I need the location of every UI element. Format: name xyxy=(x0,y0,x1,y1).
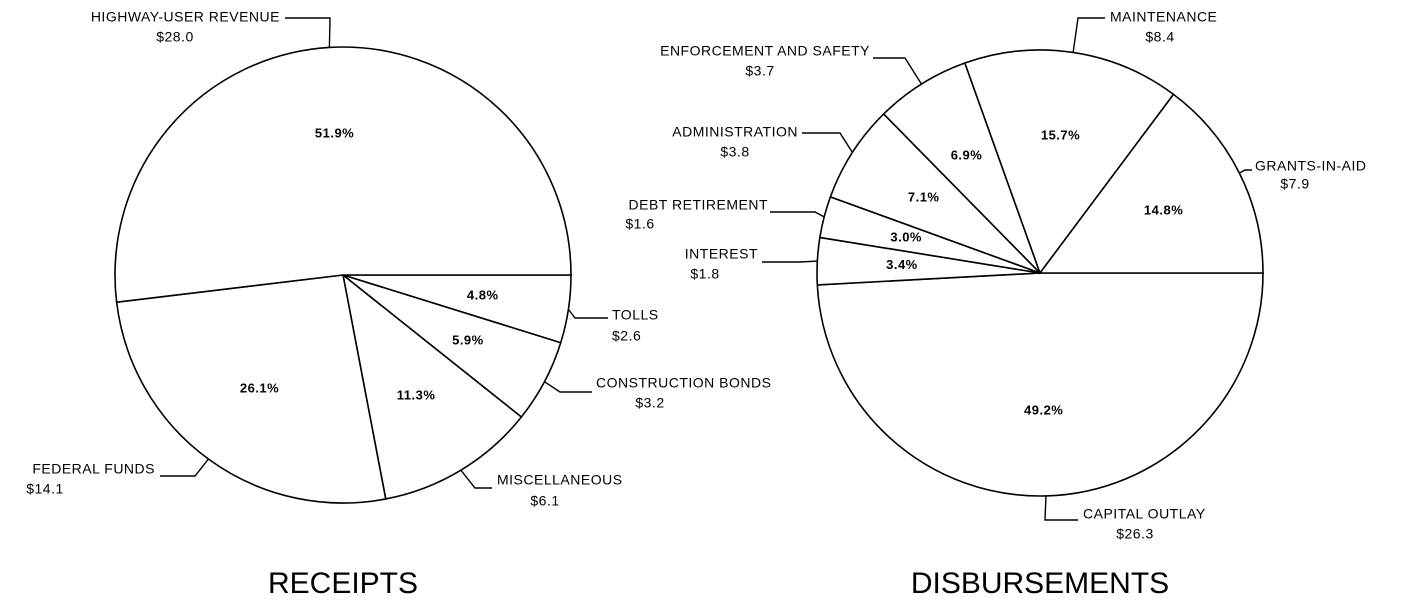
leader-line xyxy=(873,57,923,85)
category-label: GRANTS-IN-AID xyxy=(1255,158,1367,174)
leader-line xyxy=(567,308,608,319)
percent-label: 5.9% xyxy=(452,333,484,348)
amount-label: $1.6 xyxy=(625,216,654,232)
pie-slice xyxy=(1038,93,1264,274)
percent-label: 4.8% xyxy=(467,288,499,303)
leader-line xyxy=(762,260,818,263)
percent-label: 15.7% xyxy=(1041,128,1080,143)
category-label: ADMINISTRATION xyxy=(672,124,798,140)
category-label: FEDERAL FUNDS xyxy=(32,461,155,477)
leader-line xyxy=(285,17,331,48)
amount-label: $3.8 xyxy=(720,144,749,160)
percent-label: 14.8% xyxy=(1144,203,1183,218)
leader-line xyxy=(1044,495,1078,521)
amount-label: $1.8 xyxy=(690,266,719,282)
leader-line xyxy=(1239,169,1252,174)
category-label: MISCELLANEOUS xyxy=(497,472,623,488)
pie-slice xyxy=(114,46,572,304)
leader-line xyxy=(160,458,209,477)
category-label: INTEREST xyxy=(685,246,758,262)
pie-slice xyxy=(816,272,1264,497)
percent-label: 51.9% xyxy=(315,125,354,140)
chart-title: DISBURSEMENTS xyxy=(911,567,1169,600)
amount-label: $7.9 xyxy=(1280,176,1309,192)
amount-label: $8.4 xyxy=(1145,29,1174,45)
percent-label: 26.1% xyxy=(240,381,279,396)
amount-label: $3.2 xyxy=(635,395,664,411)
percent-label: 6.9% xyxy=(951,147,983,162)
category-label: DEBT RETIREMENT xyxy=(629,197,768,213)
category-label: MAINTENANCE xyxy=(1110,9,1217,25)
amount-label: $14.1 xyxy=(26,481,64,497)
pie-slice xyxy=(341,273,523,500)
leader-line xyxy=(1072,17,1105,53)
category-label: TOLLS xyxy=(612,307,659,323)
pie-slice xyxy=(115,274,387,504)
chart-title: RECEIPTS xyxy=(268,567,418,600)
percent-label: 7.1% xyxy=(908,190,940,205)
amount-label: $3.7 xyxy=(745,63,774,79)
leader-line xyxy=(802,132,853,153)
category-label: ENFORCEMENT AND SAFETY xyxy=(660,43,870,59)
percent-label: 3.0% xyxy=(890,230,922,245)
leader-line xyxy=(460,469,492,489)
amount-label: $28.0 xyxy=(156,29,194,45)
category-label: CAPITAL OUTLAY xyxy=(1083,506,1206,522)
amount-label: $26.3 xyxy=(1116,526,1154,542)
leader-line xyxy=(770,211,825,218)
amount-label: $2.6 xyxy=(612,328,641,344)
leader-line xyxy=(544,381,592,393)
category-label: HIGHWAY-USER REVENUE xyxy=(91,9,280,25)
percent-label: 11.3% xyxy=(397,387,436,402)
percent-label: 3.4% xyxy=(886,257,918,272)
percent-label: 49.2% xyxy=(1024,403,1063,418)
amount-label: $6.1 xyxy=(530,493,559,509)
category-label: CONSTRUCTION BONDS xyxy=(596,375,771,391)
